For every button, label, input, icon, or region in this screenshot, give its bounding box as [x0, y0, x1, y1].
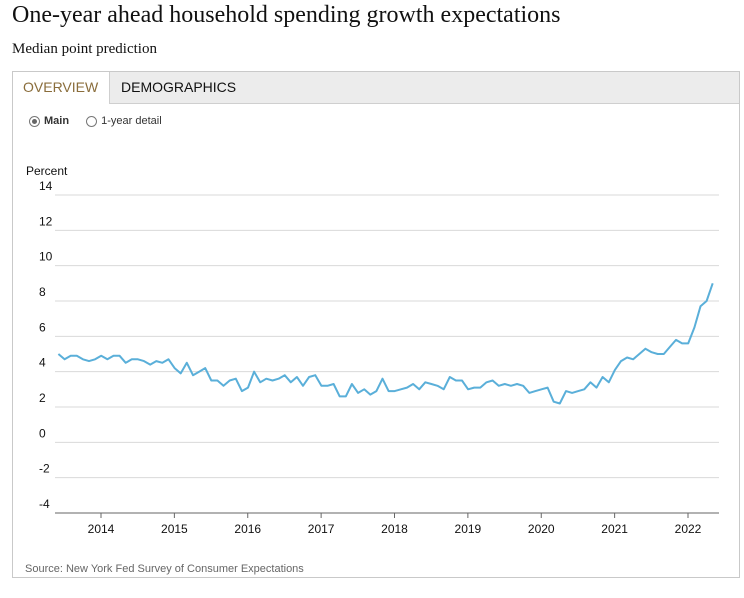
radio-1-year-detail-label: 1-year detail: [101, 115, 162, 127]
y-tick-label: -4: [39, 497, 50, 511]
page-subtitle: Median point prediction: [12, 41, 157, 57]
radio-1-year-detail[interactable]: 1-year detail: [86, 115, 162, 127]
y-tick-label: -2: [39, 462, 50, 476]
x-tick-label: 2016: [234, 522, 261, 536]
y-tick-label: 2: [39, 391, 46, 405]
radio-main[interactable]: Main: [29, 115, 69, 127]
y-tick-label: 4: [39, 356, 46, 370]
tab-demographics[interactable]: DEMOGRAPHICS: [121, 79, 237, 95]
x-tick-label: 2014: [88, 522, 115, 536]
y-tick-label: 6: [39, 320, 46, 334]
radio-main-indicator: [29, 115, 40, 127]
y-tick-label: 10: [39, 250, 53, 264]
view-options: Main 1-year detail: [29, 115, 176, 130]
y-tick-label: 14: [39, 179, 53, 193]
radio-1-year-detail-indicator: [86, 115, 98, 127]
series-line: [57, 282, 714, 405]
y-tick-label: 12: [39, 214, 53, 228]
chart-panel: OVERVIEW DEMOGRAPHICS Main 1-year detail…: [12, 71, 740, 578]
x-tick-label: 2021: [601, 522, 628, 536]
x-tick-label: 2017: [308, 522, 335, 536]
y-tick-label: 0: [39, 426, 46, 440]
y-tick-label: 8: [39, 285, 46, 299]
x-tick-label: 2018: [381, 522, 408, 536]
x-tick-label: 2015: [161, 522, 188, 536]
tab-bar: OVERVIEW DEMOGRAPHICS: [13, 72, 739, 104]
tab-overview[interactable]: OVERVIEW: [13, 72, 110, 104]
x-tick-label: 2020: [528, 522, 555, 536]
source-note: Source: New York Fed Survey of Consumer …: [25, 563, 304, 575]
page-title: One-year ahead household spending growth…: [12, 2, 561, 28]
y-axis-label: Percent: [26, 164, 68, 178]
radio-main-label: Main: [44, 115, 70, 127]
x-tick-label: 2022: [675, 522, 702, 536]
x-tick-label: 2019: [455, 522, 482, 536]
